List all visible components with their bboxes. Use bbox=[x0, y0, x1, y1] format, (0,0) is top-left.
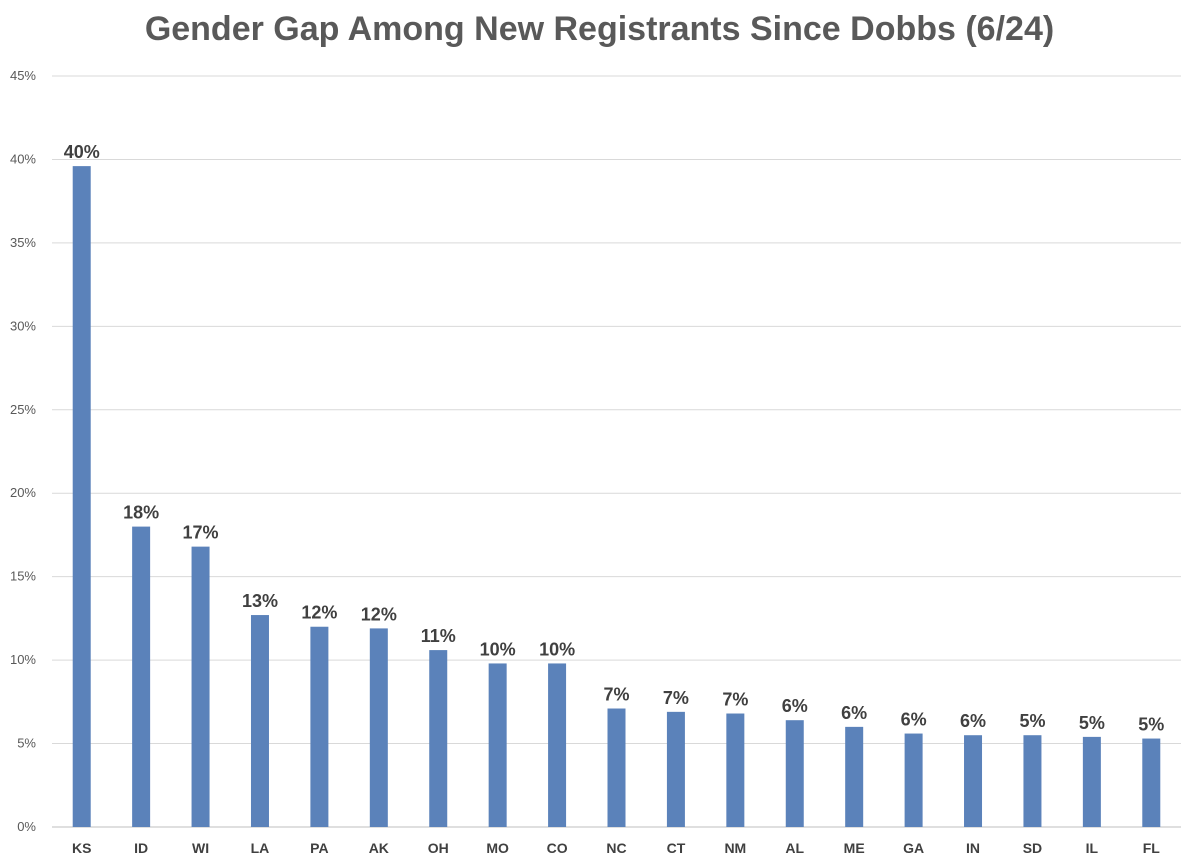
bar bbox=[607, 708, 626, 827]
data-label: 6% bbox=[901, 710, 927, 730]
x-tick-label: NM bbox=[724, 840, 746, 856]
x-tick-label: FL bbox=[1143, 840, 1161, 856]
x-tick-label: ID bbox=[134, 840, 148, 856]
data-label: 17% bbox=[183, 523, 219, 543]
data-label: 5% bbox=[1019, 711, 1045, 731]
bar bbox=[964, 735, 983, 827]
data-label: 7% bbox=[722, 690, 748, 710]
x-tick-label: IL bbox=[1086, 840, 1099, 856]
bar bbox=[369, 628, 388, 827]
x-tick-label: CT bbox=[667, 840, 686, 856]
bar bbox=[72, 166, 91, 827]
y-tick-label: 40% bbox=[10, 151, 36, 166]
data-label: 11% bbox=[421, 626, 456, 646]
data-label: 13% bbox=[242, 591, 278, 611]
x-tick-label: KS bbox=[72, 840, 91, 856]
data-label: 5% bbox=[1138, 715, 1164, 735]
y-tick-label: 20% bbox=[10, 485, 36, 500]
bar bbox=[548, 663, 567, 827]
x-tick-label: CO bbox=[547, 840, 568, 856]
data-label: 10% bbox=[480, 639, 516, 659]
data-label: 7% bbox=[663, 688, 689, 708]
x-tick-label: IN bbox=[966, 840, 980, 856]
bar bbox=[666, 711, 685, 827]
bar bbox=[310, 626, 329, 827]
x-tick-label: NC bbox=[606, 840, 626, 856]
data-label: 6% bbox=[782, 696, 808, 716]
bar bbox=[429, 650, 448, 827]
x-tick-label: ME bbox=[844, 840, 865, 856]
x-tick-label: OH bbox=[428, 840, 449, 856]
x-tick-label: AK bbox=[369, 840, 389, 856]
bar bbox=[1142, 738, 1161, 827]
data-label: 12% bbox=[301, 603, 337, 623]
y-tick-label: 0% bbox=[17, 819, 36, 834]
bar bbox=[845, 726, 864, 827]
y-tick-label: 5% bbox=[17, 736, 36, 751]
x-tick-label: AL bbox=[785, 840, 804, 856]
bar bbox=[250, 615, 269, 827]
y-tick-label: 45% bbox=[10, 68, 36, 83]
bar bbox=[904, 733, 923, 827]
bar bbox=[726, 713, 745, 827]
bar bbox=[785, 720, 804, 827]
bar bbox=[1082, 736, 1101, 827]
bar bbox=[1023, 735, 1042, 827]
x-tick-label: WI bbox=[192, 840, 209, 856]
bar bbox=[191, 546, 210, 827]
y-tick-label: 10% bbox=[10, 652, 36, 667]
x-tick-label: MO bbox=[486, 840, 509, 856]
data-label: 18% bbox=[123, 503, 159, 523]
data-label: 6% bbox=[960, 711, 986, 731]
x-tick-label: LA bbox=[251, 840, 270, 856]
data-label: 40% bbox=[64, 142, 100, 162]
bar bbox=[488, 663, 507, 827]
data-label: 5% bbox=[1079, 713, 1105, 733]
x-tick-label: SD bbox=[1023, 840, 1042, 856]
y-tick-label: 15% bbox=[10, 569, 36, 584]
x-tick-label: PA bbox=[310, 840, 328, 856]
bar bbox=[132, 526, 151, 827]
data-label: 12% bbox=[361, 604, 397, 624]
data-label: 10% bbox=[539, 639, 575, 659]
data-label: 7% bbox=[603, 685, 629, 705]
data-label: 6% bbox=[841, 703, 867, 723]
chart-title: Gender Gap Among New Registrants Since D… bbox=[144, 10, 1055, 48]
x-tick-label: GA bbox=[903, 840, 924, 856]
y-tick-label: 30% bbox=[10, 318, 36, 333]
y-tick-label: 35% bbox=[10, 235, 36, 250]
y-tick-label: 25% bbox=[10, 402, 36, 417]
